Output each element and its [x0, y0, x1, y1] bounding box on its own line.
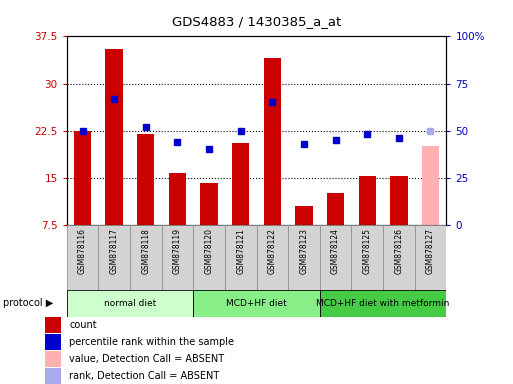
Text: GSM878124: GSM878124	[331, 228, 340, 274]
Bar	[351, 225, 383, 290]
Bar	[169, 172, 186, 225]
Bar	[45, 317, 62, 333]
Bar	[67, 290, 193, 317]
Bar	[288, 225, 320, 290]
Text: GSM878127: GSM878127	[426, 228, 435, 274]
Bar	[193, 225, 225, 290]
Text: rank, Detection Call = ABSENT: rank, Detection Call = ABSENT	[69, 371, 220, 381]
Text: GSM878117: GSM878117	[110, 228, 119, 274]
Bar	[295, 206, 312, 225]
Bar	[232, 143, 249, 225]
Bar	[130, 225, 162, 290]
Text: normal diet: normal diet	[104, 299, 156, 308]
Bar	[225, 225, 256, 290]
Bar	[45, 351, 62, 367]
Bar	[74, 131, 91, 225]
Bar	[390, 176, 407, 225]
Bar	[320, 290, 446, 317]
Text: protocol ▶: protocol ▶	[3, 298, 53, 308]
Bar	[162, 225, 193, 290]
Bar	[45, 334, 62, 350]
Bar	[106, 49, 123, 225]
Text: GSM878118: GSM878118	[141, 228, 150, 274]
Text: GSM878123: GSM878123	[300, 228, 308, 274]
Bar	[137, 134, 154, 225]
Bar	[98, 225, 130, 290]
Text: GDS4883 / 1430385_a_at: GDS4883 / 1430385_a_at	[172, 15, 341, 28]
Text: GSM878121: GSM878121	[236, 228, 245, 274]
Text: GSM878126: GSM878126	[394, 228, 403, 274]
Text: GSM878120: GSM878120	[205, 228, 213, 274]
Bar	[320, 225, 351, 290]
Bar	[359, 176, 376, 225]
Text: percentile rank within the sample: percentile rank within the sample	[69, 337, 234, 347]
Text: GSM878125: GSM878125	[363, 228, 372, 274]
Text: MCD+HF diet: MCD+HF diet	[226, 299, 287, 308]
Bar	[422, 146, 439, 225]
Bar	[264, 58, 281, 225]
Bar	[256, 225, 288, 290]
Text: GSM878116: GSM878116	[78, 228, 87, 274]
Text: value, Detection Call = ABSENT: value, Detection Call = ABSENT	[69, 354, 225, 364]
Bar	[383, 225, 415, 290]
Bar	[415, 225, 446, 290]
Bar	[193, 290, 320, 317]
Text: GSM878119: GSM878119	[173, 228, 182, 274]
Text: count: count	[69, 320, 97, 330]
Text: GSM878122: GSM878122	[268, 228, 277, 274]
Bar	[327, 193, 344, 225]
Bar	[67, 225, 98, 290]
Text: MCD+HF diet with metformin: MCD+HF diet with metformin	[317, 299, 450, 308]
Bar	[201, 183, 218, 225]
Bar	[45, 367, 62, 384]
